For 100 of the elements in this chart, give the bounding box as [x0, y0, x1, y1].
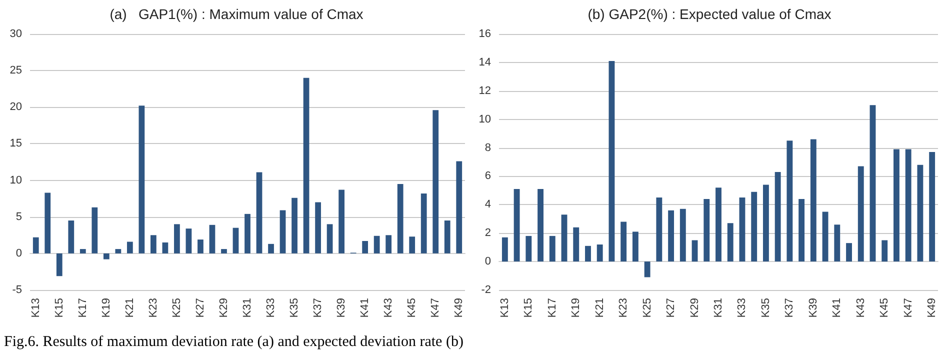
- x-tick-label: K39: [807, 298, 820, 318]
- x-tick-label: K21: [124, 298, 136, 318]
- x-tick-label: K19: [570, 298, 582, 318]
- bar: [882, 240, 888, 262]
- x-tick-label: K27: [194, 298, 206, 318]
- x-tick-label: K23: [147, 298, 160, 318]
- bar: [456, 161, 462, 254]
- y-tick-label: 15: [10, 138, 22, 150]
- bar: [138, 106, 145, 254]
- y-tick-label: -2: [481, 284, 491, 296]
- x-tick-label: K13: [498, 298, 511, 318]
- bar: [834, 224, 840, 262]
- bar: [126, 242, 133, 254]
- bar: [668, 210, 674, 262]
- x-tick-label: K33: [265, 298, 278, 318]
- bar: [92, 207, 98, 254]
- bar: [502, 237, 508, 262]
- x-tick-label: K15: [53, 298, 66, 318]
- x-tick-label: K17: [76, 298, 89, 318]
- bar: [608, 61, 615, 262]
- bar: [549, 236, 556, 262]
- bar: [209, 224, 216, 254]
- y-tick-label: 30: [10, 28, 22, 40]
- bar: [303, 78, 310, 254]
- bar: [905, 149, 912, 262]
- bar: [32, 237, 39, 254]
- caption: Fig.6. Results of maximum deviation rate (a) and expected deviation rate (b): [4, 334, 464, 351]
- y-tick-label: 8: [484, 142, 491, 154]
- bar: [268, 244, 274, 254]
- y-tick-label: 14: [478, 56, 491, 68]
- x-tick-label: K47: [902, 298, 914, 318]
- y-tick-label: 6: [484, 170, 491, 182]
- bar: [774, 172, 781, 262]
- x-tick-label: K49: [453, 298, 466, 318]
- bar: [870, 105, 876, 262]
- x-tick-label: K37: [312, 298, 324, 318]
- x-tick-label: K31: [712, 298, 724, 318]
- x-tick-label: K41: [831, 298, 844, 318]
- bar: [103, 253, 110, 260]
- x-tick-label: K35: [760, 298, 772, 318]
- bar: [432, 110, 439, 254]
- bar: [444, 220, 450, 254]
- bar: [44, 192, 51, 254]
- bar: [894, 149, 900, 262]
- bar: [538, 189, 544, 262]
- bar: [810, 139, 816, 262]
- bar: [716, 188, 722, 262]
- bar: [620, 222, 627, 262]
- bar: [80, 249, 86, 254]
- x-tick-label: K29: [218, 298, 230, 318]
- bar: [56, 253, 62, 276]
- y-tick-label: 16: [478, 28, 491, 40]
- bar: [362, 240, 368, 254]
- y-tick-label: 4: [484, 198, 491, 211]
- bar: [858, 166, 864, 262]
- x-tick-label: K29: [688, 298, 701, 318]
- x-tick-label: K15: [522, 298, 535, 318]
- x-tick-label: K21: [594, 298, 606, 318]
- bar: [374, 236, 380, 254]
- bar: [656, 198, 662, 262]
- bar: [198, 240, 204, 254]
- x-tick-label: K19: [100, 298, 112, 318]
- bar: [585, 246, 591, 262]
- bar: [292, 198, 298, 254]
- bar: [739, 198, 746, 262]
- y-tick-label: 20: [10, 101, 22, 114]
- bar: [244, 214, 250, 254]
- bar: [632, 232, 638, 262]
- bar: [786, 140, 793, 262]
- bar: [680, 208, 686, 262]
- x-tick-label: K45: [878, 298, 891, 318]
- bar: [798, 198, 805, 262]
- bar: [822, 212, 828, 262]
- bar: [174, 224, 180, 254]
- y-tick-label: 5: [16, 210, 22, 223]
- x-tick-label: K41: [359, 298, 372, 318]
- y-tick-label: 0: [484, 256, 491, 268]
- bar: [386, 235, 392, 254]
- bar: [409, 236, 416, 254]
- x-tick-label: K13: [30, 298, 42, 318]
- x-tick-label: K43: [854, 298, 867, 318]
- y-tick-label: -5: [12, 284, 22, 296]
- y-tick-label: 10: [10, 174, 22, 186]
- bar: [115, 249, 122, 254]
- bar: [68, 220, 74, 254]
- x-tick-label: K39: [336, 298, 348, 318]
- x-tick-label: K23: [618, 298, 630, 318]
- x-tick-label: K47: [430, 298, 442, 318]
- bar: [150, 235, 156, 254]
- bar: [929, 152, 936, 262]
- bar: [917, 164, 924, 262]
- bar: [221, 249, 227, 254]
- x-tick-label: K35: [288, 298, 301, 318]
- bar: [846, 243, 852, 262]
- bar: [514, 189, 520, 262]
- bar: [326, 224, 333, 254]
- bar: [256, 172, 262, 254]
- x-tick-label: K43: [382, 298, 395, 318]
- x-tick-label: K25: [170, 298, 183, 318]
- chart-title: (b) GAP2(%) : Expected value of Cmax: [588, 6, 832, 22]
